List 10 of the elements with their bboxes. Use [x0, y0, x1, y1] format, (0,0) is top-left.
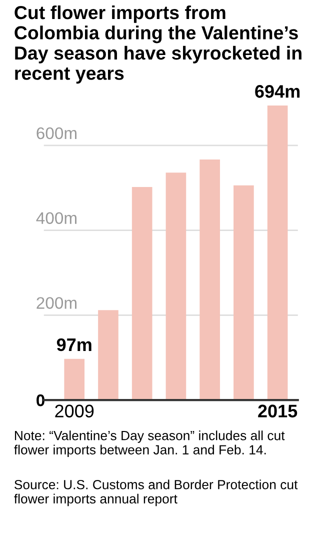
x-tick-label: 2009: [55, 404, 94, 418]
y-tick-label: 400m: [36, 212, 76, 224]
text: Note: “Valentine’s Day season” includes all cut flower imports between Jan. 1 and Feb. 14.: [14, 430, 285, 458]
y-tick-label: 600m: [36, 127, 76, 140]
source-note: Source: U.S. Customs and Border Protection cut flower imports annual report: [14, 480, 298, 506]
chart-title: Cut flower imports from Colombia during the Valentine’s Day season have skyrocketed in recent years: [14, 5, 302, 84]
x-tick-label: 2015: [258, 404, 298, 418]
data-label: 694m: [255, 85, 300, 98]
y-tick-label: 200m: [36, 297, 76, 309]
data-label: 97m: [56, 338, 92, 352]
